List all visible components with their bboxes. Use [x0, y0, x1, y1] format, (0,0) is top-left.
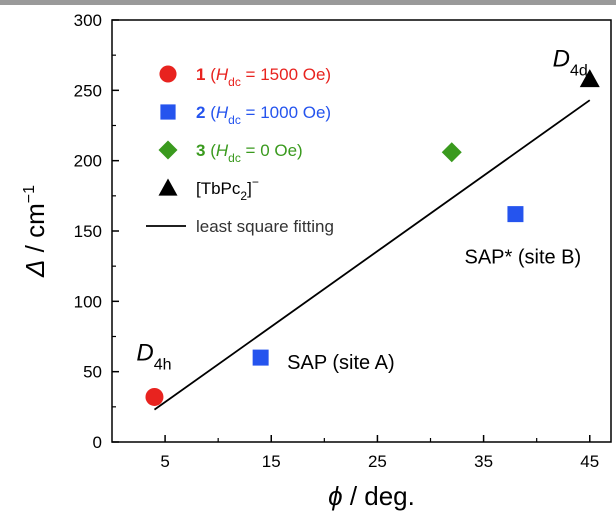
data-points-layer [145, 69, 600, 406]
y-axis-title: Δ / cm−1 [20, 185, 50, 278]
y-axis-unit: / cm [20, 203, 50, 259]
legend-h: H [216, 65, 229, 84]
y-tick-label: 300 [74, 11, 102, 30]
y-tick-label: 0 [93, 433, 102, 452]
x-axis-symbol: ϕ [328, 481, 342, 511]
annotation-d4d: D4d [553, 45, 588, 79]
x-tick-label: 35 [474, 452, 493, 471]
legend-label-1: 1 (Hdc = 1500 Oe) [196, 65, 331, 89]
fit-line [153, 99, 591, 411]
legend-num: 1 [196, 65, 205, 84]
legend-num: 2 [196, 103, 205, 122]
y-tick-label: 250 [74, 81, 102, 100]
annotation-sub: 4h [154, 356, 172, 373]
annotation-sub: 4d [570, 62, 588, 79]
annotation-text: SAP* (site B) [464, 246, 581, 268]
x-tick-label: 25 [368, 452, 387, 471]
legend-sub: 2 [240, 189, 247, 203]
legend-h: H [216, 141, 229, 160]
legend-pre: ( [205, 103, 216, 122]
legend-label-2: 2 (Hdc = 1000 Oe) [196, 103, 331, 127]
legend: 1 (Hdc = 1500 Oe)2 (Hdc = 1000 Oe)3 (Hdc… [146, 65, 334, 236]
legend-label-fit: least square fitting [196, 217, 334, 236]
annotation-text: SAP (site A) [287, 352, 394, 374]
data-point-tbpc2 [579, 69, 600, 88]
data-point-3 [441, 142, 462, 163]
legend-label-tbpc2: [TbPc2]− [196, 175, 259, 203]
annotation-main: D [136, 339, 153, 366]
fit-line-layer [153, 99, 591, 411]
legend-sub: dc [228, 113, 241, 127]
legend-post: = 0 Oe) [241, 141, 303, 160]
legend-post: ] [247, 179, 252, 198]
plot-frame [111, 19, 612, 443]
y-tick-label: 50 [83, 363, 102, 382]
legend-marker-3 [158, 140, 178, 160]
data-point-2 [252, 349, 269, 366]
legend-post: = 1000 Oe) [241, 103, 331, 122]
legend-marker-1 [159, 65, 177, 83]
legend-sub: dc [228, 75, 241, 89]
y-tick-label: 150 [74, 222, 102, 241]
y-axis-sup: −1 [21, 185, 38, 203]
annotation-main: D [553, 45, 570, 72]
annotation-sap-a: SAP (site A) [287, 352, 394, 374]
y-tick-label: 200 [74, 152, 102, 171]
legend-pre: ( [205, 141, 216, 160]
legend-sup: − [252, 175, 259, 189]
y-axis-ticks: 0 50 100 150 200 250 300 [74, 11, 119, 452]
legend-sub: dc [228, 151, 241, 165]
data-point-1 [145, 387, 164, 406]
x-tick-label: 45 [580, 452, 599, 471]
x-axis-ticks: 5 15 25 35 45 [160, 435, 599, 471]
legend-marker-tbpc2 [158, 178, 178, 196]
annotation-d4h: D4h [136, 339, 171, 373]
x-axis-unit: / deg. [343, 481, 415, 511]
legend-num: 3 [196, 141, 205, 160]
legend-label-3: 3 (Hdc = 0 Oe) [196, 141, 303, 165]
annotation-sap-b: SAP* (site B) [464, 246, 581, 268]
x-axis-title: ϕ / deg. [328, 481, 415, 511]
legend-pre: [TbPc [196, 179, 241, 198]
legend-post: = 1500 Oe) [241, 65, 331, 84]
legend-h: H [216, 103, 229, 122]
legend-pre: ( [205, 65, 216, 84]
top-border [0, 0, 616, 5]
legend-marker-2 [160, 104, 176, 120]
data-point-2 [507, 206, 524, 223]
x-tick-label: 5 [160, 452, 169, 471]
x-tick-label: 15 [262, 452, 281, 471]
y-axis-symbol: Δ [20, 260, 50, 278]
y-tick-label: 100 [74, 292, 102, 311]
